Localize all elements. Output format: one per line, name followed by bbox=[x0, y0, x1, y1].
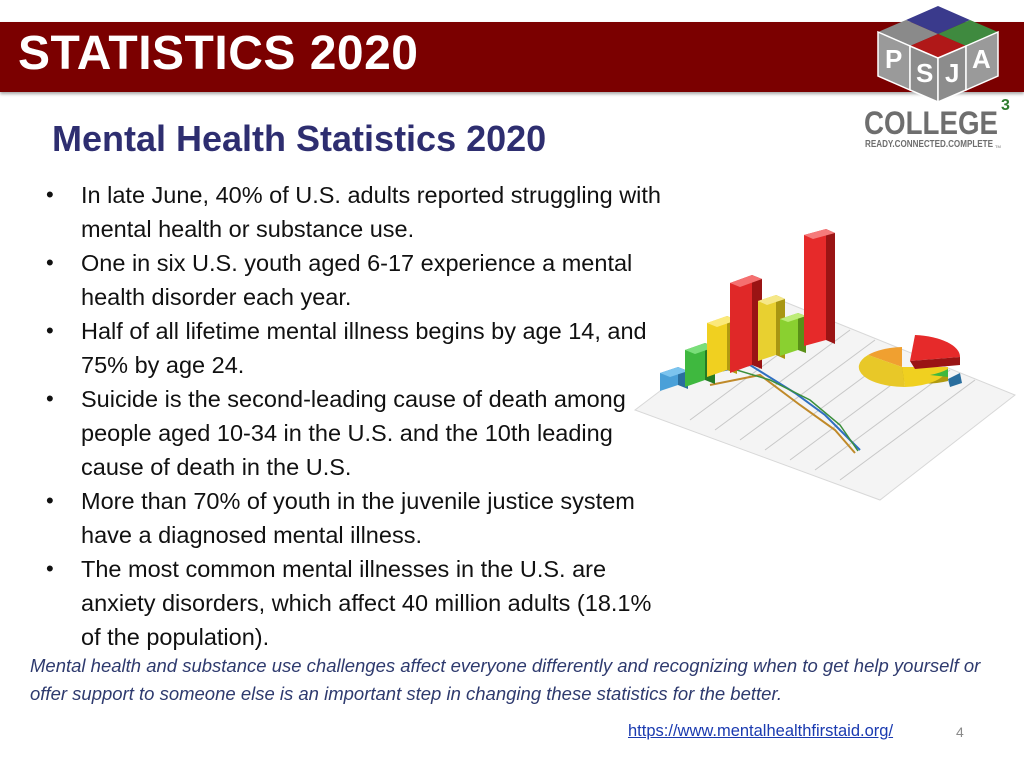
logo-letter-a: A bbox=[972, 44, 991, 74]
list-item: • One in six U.S. youth aged 6-17 experie… bbox=[44, 246, 664, 314]
bullet-icon: • bbox=[46, 250, 54, 275]
bullet-icon: • bbox=[46, 318, 54, 343]
bullet-icon: • bbox=[46, 182, 54, 207]
bullet-text: In late June, 40% of U.S. adults reporte… bbox=[81, 182, 661, 242]
bullet-text: The most common mental illnesses in the … bbox=[81, 556, 652, 650]
bullet-text: Half of all lifetime mental illness begi… bbox=[81, 318, 647, 378]
bullet-icon: • bbox=[46, 556, 54, 581]
closing-note: Mental health and substance use challeng… bbox=[30, 655, 981, 704]
list-item: • Suicide is the second-leading cause of … bbox=[44, 382, 664, 484]
bullet-text: One in six U.S. youth aged 6-17 experien… bbox=[81, 250, 633, 310]
statistics-list: • In late June, 40% of U.S. adults report… bbox=[44, 178, 664, 654]
bullet-text: Suicide is the second-leading cause of d… bbox=[81, 386, 626, 480]
list-item: • The most common mental illnesses in the… bbox=[44, 552, 664, 654]
page-number: 4 bbox=[956, 724, 964, 740]
logo-tagline: READY.CONNECTED.COMPLETE bbox=[865, 139, 993, 150]
logo-superscript: 3 bbox=[1001, 97, 1010, 114]
bullet-text: More than 70% of youth in the juvenile j… bbox=[81, 488, 635, 548]
list-item: • More than 70% of youth in the juvenile … bbox=[44, 484, 664, 552]
logo-letter-s: S bbox=[916, 58, 933, 88]
bullet-icon: • bbox=[46, 488, 54, 513]
slide-title: STATISTICS 2020 bbox=[18, 27, 419, 80]
bullet-icon: • bbox=[46, 386, 54, 411]
logo-letter-j: J bbox=[945, 58, 959, 88]
slide-subtitle: Mental Health Statistics 2020 bbox=[52, 118, 547, 159]
list-item: • Half of all lifetime mental illness beg… bbox=[44, 314, 664, 382]
decorative-chart-illustration bbox=[633, 229, 1016, 501]
logo-wordmark: COLLEGE bbox=[864, 105, 998, 141]
logo-tm: TM bbox=[995, 144, 1001, 149]
list-item: • In late June, 40% of U.S. adults report… bbox=[44, 178, 664, 246]
title-bar: STATISTICS 2020 bbox=[0, 22, 1024, 92]
logo-letter-p: P bbox=[885, 44, 902, 74]
psja-college-logo: P S J A COLLEGE 3 READY.CONNECTED.COMPLE… bbox=[864, 6, 1010, 150]
source-link[interactable]: https://www.mentalhealthfirstaid.org/ bbox=[628, 722, 894, 740]
